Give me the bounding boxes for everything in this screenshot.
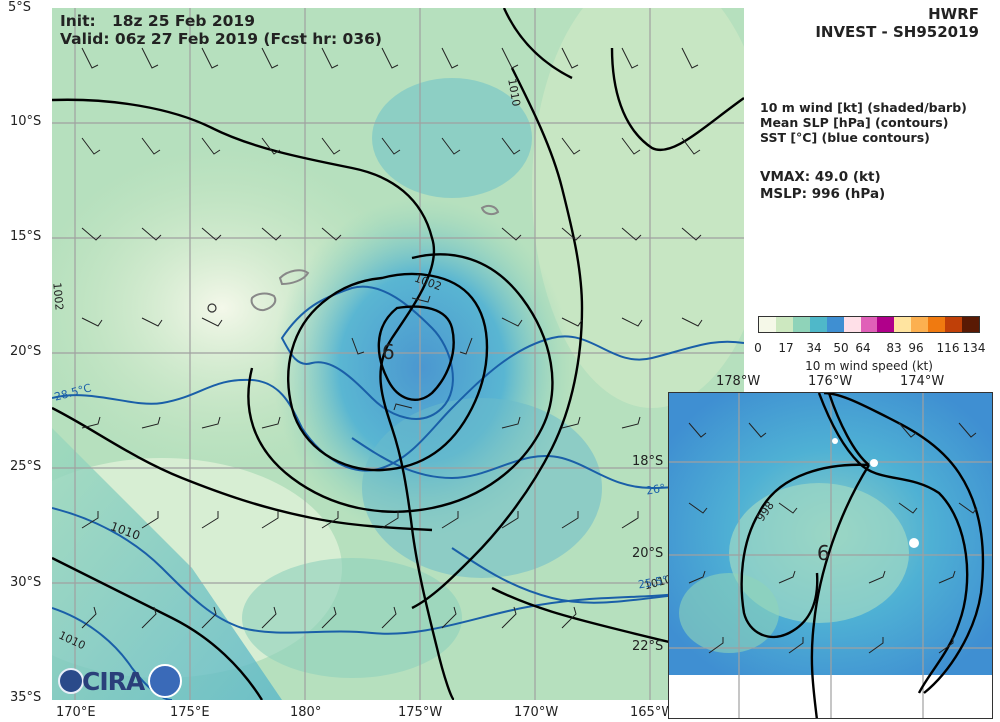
colorbar-segment [928,317,946,332]
inset-map: 998 6 [668,392,993,719]
colorbar-segment [860,317,878,332]
storm-title: INVEST - SH952019 [815,23,979,41]
legend-line-sst: SST [°C] (blue contours) [760,130,930,145]
lon-label: 165°W [630,705,675,720]
colorbar-segment [759,317,776,332]
colorbar-segment [911,317,929,332]
colorbar-segment [809,317,827,332]
colorbar-tick: 64 [855,341,871,355]
vmax-value: VMAX: 49.0 (kt) [760,169,881,185]
inset-lat-label: 18°S [632,454,664,469]
globe-icon [58,668,84,694]
lat-label: 15°S [10,229,42,244]
init-line: Init: 18z 25 Feb 2019 [60,12,255,30]
model-title: HWRF [928,5,979,23]
lat-label: 30°S [10,575,42,590]
lon-label: 175°E [170,705,210,720]
inset-lat-label: 20°S [632,546,664,561]
colorbar-segment [792,317,810,332]
colorbar-segment [962,317,979,332]
main-map-graphic [52,8,744,700]
lat-label: 10°S [10,114,42,129]
colorbar-ticks: 0 17 34 50 64 83 96 116 134 [754,341,985,357]
lon-label: 170°W [514,705,559,720]
lat-label: 20°S [10,344,42,359]
lon-label: 170°E [56,705,96,720]
colorbar-tick: 50 [833,341,849,355]
mslp-value: MSLP: 996 (hPa) [760,186,886,202]
colorbar-tick: 96 [908,341,924,355]
colorbar-tick: 0 [754,341,762,355]
inset-lon-label: 178°W [716,374,761,389]
inset-lon-label: 174°W [900,374,945,389]
colorbar-segment [826,317,844,332]
colorbar-tick: 17 [778,341,794,355]
colorbar-tick: 134 [962,341,986,355]
colorbar-segment [843,317,861,332]
init-label: Init: [60,12,96,30]
main-map: 1010 1002 1002 1010 1010 1010 28.5°C 26°… [52,8,744,700]
inset-lon-label: 176°W [808,374,853,389]
colorbar-segment [894,317,912,332]
inset-map-graphic [669,393,992,718]
lon-label: 175°W [398,705,443,720]
lon-label: 180° [290,705,322,720]
colorbar-label: 10 m wind speed (kt) [805,359,933,373]
colorbar-tick: 34 [806,341,822,355]
colorbar-segment [775,317,793,332]
lat-label: 5°S [8,0,32,15]
colorbar-segment [945,317,963,332]
legend-line-wind: 10 m wind [kt] (shaded/barb) [760,100,967,115]
init-value: 18z 25 Feb 2019 [111,12,255,30]
wind-colorbar [758,316,980,333]
colorbar-tick: 116 [936,341,960,355]
legend-line-slp: Mean SLP [hPa] (contours) [760,115,949,130]
cira-logo-text: CIRA [82,666,145,696]
rammb-badge-icon [148,664,183,698]
colorbar-segment [877,317,895,332]
valid-line: Valid: 06z 27 Feb 2019 (Fcst hr: 036) [60,30,382,48]
inset-storm-center-symbol: 6 [817,541,830,565]
storm-center-symbol: 6 [382,340,395,364]
lat-label: 35°S [10,690,42,705]
lat-label: 25°S [10,459,42,474]
inset-lat-label: 22°S [632,639,664,654]
cira-logo: CIRA [58,664,183,698]
slp-label: 1002 [52,281,66,312]
colorbar-tick: 83 [886,341,902,355]
